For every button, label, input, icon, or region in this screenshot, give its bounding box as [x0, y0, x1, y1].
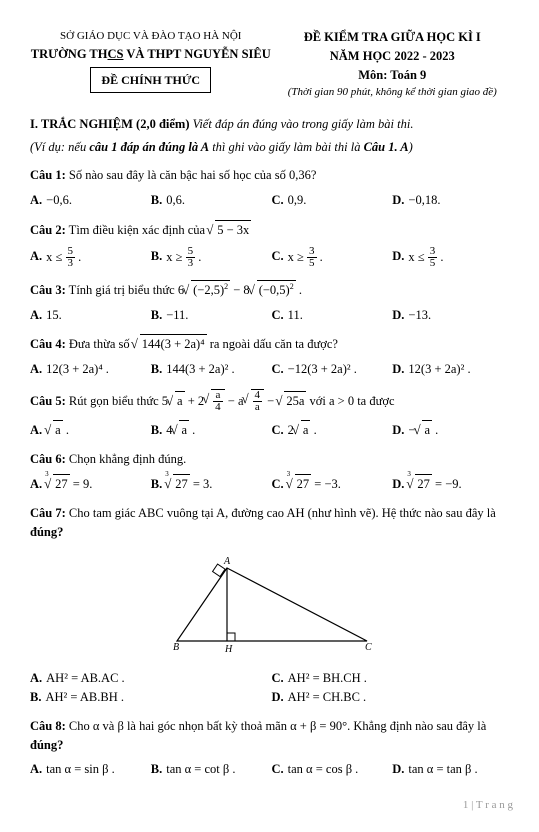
q2-opt-a: A.x ≤ 53 .: [30, 246, 151, 270]
vertex-a: A: [222, 556, 230, 567]
q3-opt-b: B.−11.: [151, 306, 272, 325]
official-box: ĐỀ CHÍNH THỨC: [90, 67, 211, 93]
question-2: Câu 2: Tìm điều kiện xác định của 5 − 3x…: [30, 220, 513, 270]
question-7: Câu 7: Cho tam giác ABC vuông tại A, đườ…: [30, 504, 513, 707]
school-line: TRƯỜNG THCS VÀ THPT NGUYỄN SIÊU: [30, 45, 272, 64]
question-4: Câu 4: Đưa thừa số 144(3 + 2a)⁴ ra ngoài…: [30, 334, 513, 379]
q1-options: A.−0,6. B.0,6. C.0,9. D.−0,18.: [30, 191, 513, 210]
sqrt-icon: 5 − 3x: [208, 220, 251, 240]
sqrt-icon: a: [415, 420, 432, 440]
question-6: Câu 6: Chọn khẳng định đúng. A.27 = 9. B…: [30, 450, 513, 495]
question-1: Câu 1: Số nào sau đây là căn bậc hai số …: [30, 166, 513, 210]
vertex-b: B: [173, 642, 179, 653]
q3-options: A.15. B.−11. C.11. D.−13.: [30, 306, 513, 325]
cbrt-icon: 27: [166, 474, 190, 494]
q4-opt-b: B.144(3 + 2a)² .: [151, 360, 272, 379]
vertex-h: H: [224, 644, 233, 655]
sqrt-icon: (−0,5)2: [250, 280, 296, 300]
q5-options: A.a . B.4a . C.2a . D.−a .: [30, 420, 513, 440]
q7-opt-b: B.AH² = AB.BH .: [30, 688, 272, 707]
sqrt-icon: 25a: [277, 391, 306, 411]
sqrt-icon: 144(3 + 2a)⁴: [133, 334, 207, 354]
q1-opt-a: A.−0,6.: [30, 191, 151, 210]
sqrt-icon: a: [168, 391, 185, 411]
header-left: SỞ GIÁO DỤC VÀ ĐÀO TẠO HÀ NỘI TRƯỜNG THC…: [30, 28, 272, 101]
q2-options: A.x ≤ 53 . B.x ≥ 53 . C.x ≥ 35 . D.x ≤ 3…: [30, 246, 513, 270]
q6-opt-b: B.27 = 3.: [151, 474, 272, 494]
q1-opt-c: C.0,9.: [272, 191, 393, 210]
sqrt-icon: (−2,5)2: [184, 280, 230, 300]
q7-opt-a: A.AH² = AB.AC .: [30, 669, 272, 688]
q5-opt-c: C.2a .: [272, 420, 393, 440]
q4-options: A.12(3 + 2a)⁴ . B.144(3 + 2a)² . C.−12(3…: [30, 360, 513, 379]
dept-line: SỞ GIÁO DỤC VÀ ĐÀO TẠO HÀ NỘI: [30, 28, 272, 45]
q5-opt-a: A.a .: [30, 420, 151, 440]
cbrt-icon: 27: [46, 474, 70, 494]
exam-time: (Thời gian 90 phút, không kể thời gian g…: [272, 84, 514, 101]
q4-opt-d: D.12(3 + 2a)² .: [392, 360, 513, 379]
q6-opt-a: A.27 = 9.: [30, 474, 151, 494]
q3-opt-d: D.−13.: [392, 306, 513, 325]
triangle-figure: A B C H: [30, 556, 513, 662]
question-5: Câu 5: Rút gọn biểu thức 5a + 2a4 − a4a …: [30, 389, 513, 440]
q7-options: A.AH² = AB.AC . C.AH² = BH.CH . B.AH² = …: [30, 669, 513, 707]
q3-opt-c: C.11.: [272, 306, 393, 325]
section-1-example: (Ví dụ: nếu câu 1 đáp án đúng là A thì g…: [30, 138, 513, 157]
sqrt-icon: 4a: [244, 389, 265, 414]
vertex-c: C: [365, 642, 372, 653]
page-footer: 1 | T r a n g: [30, 797, 513, 814]
q2-opt-d: D.x ≤ 35 .: [392, 246, 513, 270]
q2-opt-c: C.x ≥ 35 .: [272, 246, 393, 270]
q5-opt-d: D.−a .: [392, 420, 513, 440]
q3-opt-a: A.15.: [30, 306, 151, 325]
question-3: Câu 3: Tính giá trị biểu thức 6(−2,5)2 −…: [30, 280, 513, 325]
q5-opt-b: B.4a .: [151, 420, 272, 440]
header-right: ĐỀ KIỂM TRA GIỮA HỌC KÌ I NĂM HỌC 2022 -…: [272, 28, 514, 101]
cbrt-icon: 27: [288, 474, 312, 494]
q7-opt-d: D.AH² = CH.BC .: [272, 688, 514, 707]
exam-year: NĂM HỌC 2022 - 2023: [272, 47, 514, 66]
cbrt-icon: 27: [408, 474, 432, 494]
sqrt-icon: a: [294, 420, 311, 440]
q2-opt-b: B.x ≥ 53 .: [151, 246, 272, 270]
exam-title: ĐỀ KIỂM TRA GIỮA HỌC KÌ I: [272, 28, 514, 47]
sqrt-icon: a4: [204, 389, 225, 414]
q4-opt-a: A.12(3 + 2a)⁴ .: [30, 360, 151, 379]
exam-subject: Môn: Toán 9: [272, 66, 514, 85]
q6-options: A.27 = 9. B.27 = 3. C.27 = −3. D.27 = −9…: [30, 474, 513, 494]
q1-opt-b: B.0,6.: [151, 191, 272, 210]
sqrt-icon: a: [172, 420, 189, 440]
sqrt-icon: a: [46, 420, 63, 440]
official-box-wrap: ĐỀ CHÍNH THỨC: [30, 63, 272, 93]
section-1-heading: I. TRẮC NGHIỆM (2,0 điểm) Viết đáp án đú…: [30, 115, 513, 134]
page-header: SỞ GIÁO DỤC VÀ ĐÀO TẠO HÀ NỘI TRƯỜNG THC…: [30, 28, 513, 101]
q4-opt-c: C.−12(3 + 2a)² .: [272, 360, 393, 379]
q1-opt-d: D.−0,18.: [392, 191, 513, 210]
q6-opt-c: C.27 = −3.: [272, 474, 393, 494]
q7-opt-c: C.AH² = BH.CH .: [272, 669, 514, 688]
q6-opt-d: D.27 = −9.: [392, 474, 513, 494]
